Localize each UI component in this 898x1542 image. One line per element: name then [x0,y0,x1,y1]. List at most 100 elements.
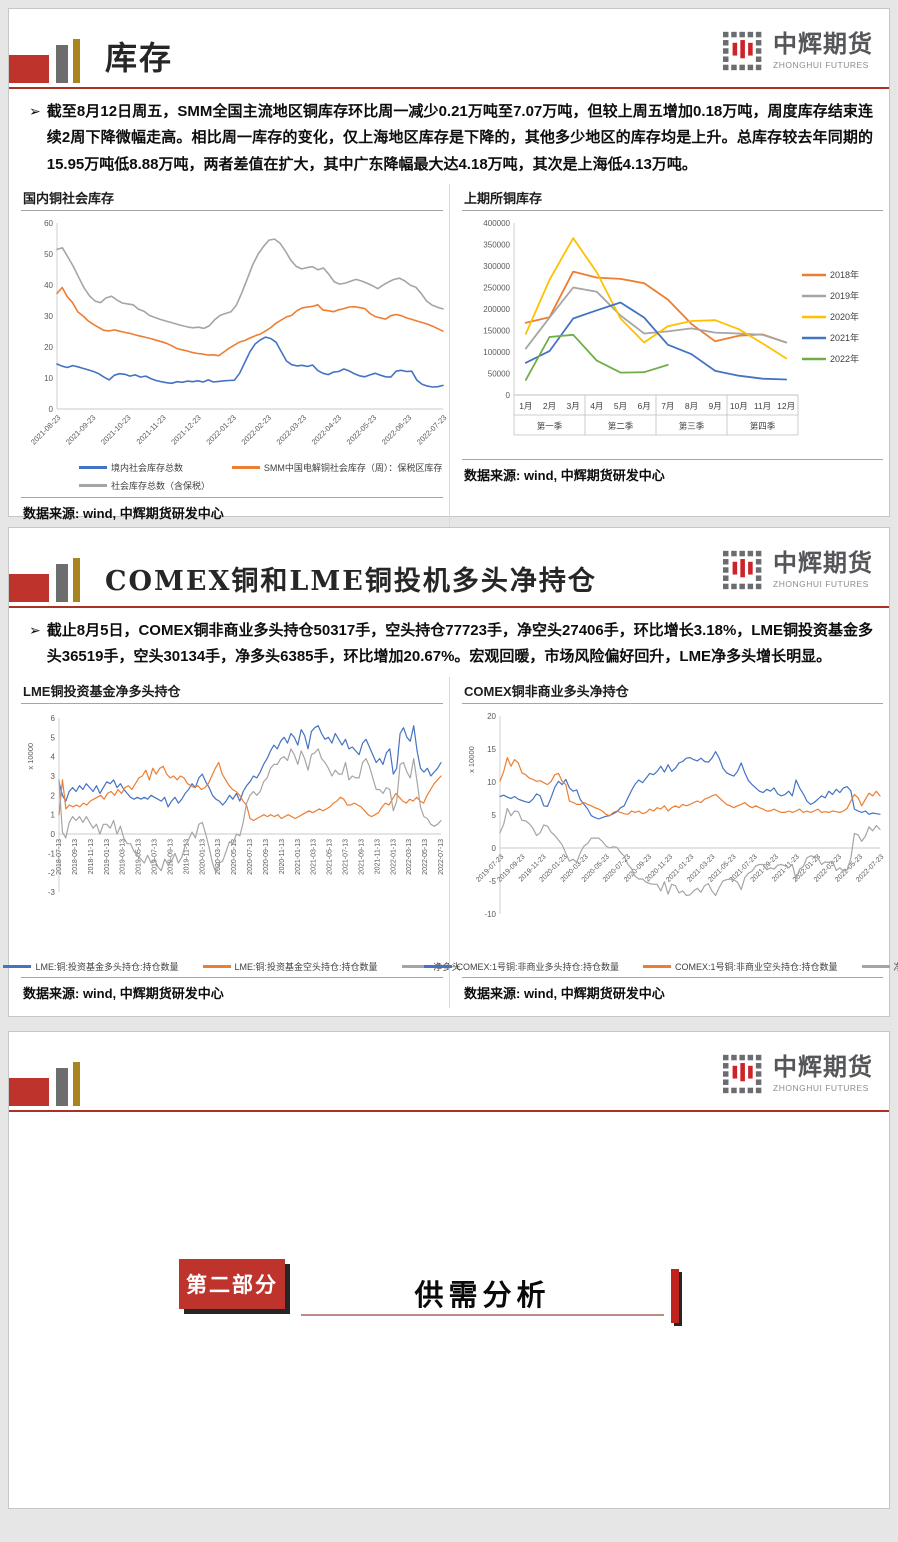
y-tick-label: -5 [489,877,497,886]
series-line-2018年 [524,270,788,344]
legend-label: SMM中国电解铜社会库存（周）：保税区库存 [263,462,443,473]
y-tick-label: 5 [51,733,56,742]
x-tick-label: 2022-05-13 [422,838,429,874]
section-title: 供需分析 [414,1278,551,1312]
x-tick-label: 2021-09-13 [358,838,365,874]
slide-section-divider: 中辉期货 ZHONGHUI FUTURES 第二部分 供需分析 [8,1031,890,1509]
y-tick-label: 0 [51,830,56,839]
decor-gray-bar [56,45,68,83]
x-tick-label: 2021-03-13 [311,838,318,874]
x-tick-label: 2020-11-13 [279,838,286,873]
summary-text: 截至8月12日周五，SMM全国主流地区铜库存环比周一减少0.21万吨至7.07万… [46,103,873,173]
y-tick-label: -3 [48,888,56,897]
x-month-label: 4月 [590,401,603,411]
legend-label: 净空头 [894,960,898,973]
line-chart-shfe-inventory: 0 50000 100000 150000 200000 250000 300000 3500… [483,219,859,436]
x-quarter-label: 第一季 [537,421,563,431]
data-source: 数据来源: wind, 中辉期货研发中心 [462,976,883,1008]
logo-text: 中辉期货 ZHONGHUI FUTURES [773,1053,873,1093]
legend-label: COMEX:1号铜:非商业空头持仓:持仓数量 [675,961,838,972]
y-tick-label: 0 [506,391,511,400]
legend-item: LME:铜:投资基金空头持仓:持仓数量 [202,960,378,973]
page-title: 库存 [105,39,174,77]
legend-swatch [861,964,890,968]
section-title-underline [301,1314,664,1316]
section-red-bar [671,1269,679,1323]
legend-item: COMEX:1号铜:非商业多头持仓:持仓数量 [424,960,619,973]
series-line-COMEX:1号铜:非商业空头持仓:持仓数量 [499,756,881,816]
logo-mark-icon [723,550,762,590]
header-decoration [9,39,80,83]
chart-panel-shfe-inventory: 上期所铜库存 0 50000 100000 150000 200000 250000 300… [449,183,889,528]
y-axis-unit: x 10000 [467,746,476,773]
legend-swatch [643,964,671,968]
chart-title: 上期所铜库存 [462,184,883,211]
legend-item: SMM中国电解铜社会库存（周）：保税区库存 [231,461,443,474]
series-line-社会库存总数（含保税） [56,238,444,329]
x-month-label: 9月 [709,401,722,411]
logo-en: ZHONGHUI FUTURES [773,578,869,589]
x-tick-label: 2022-03-13 [406,838,413,874]
x-tick-label: 2022-07-23 [415,413,448,446]
series-line-净空头 [499,807,881,896]
line-chart-lme-positions: -3 -2 -1 0 1 2 3 4 5 6 x 10000 2018-07-13 2018-09-13… [26,714,445,897]
y-tick-label: 4 [51,752,56,761]
logo-cn: 中辉期货 [773,1053,873,1081]
charts-row: 国内铜社会库存 0 10 20 30 40 50 60 2021-08-23 2021-09-2… [9,183,889,528]
series-line-2021年 [524,301,788,381]
logo-mark-icon [723,1054,762,1094]
y-tick-label: 10 [44,374,53,383]
chart-title: LME铜投资基金净多头持仓 [21,677,443,704]
x-tick-label: 2018-09-13 [72,838,79,874]
y-tick-label: -1 [48,849,56,858]
x-tick-label: 2021-11-13 [374,838,381,873]
x-tick-label: 2018-07-13 [56,838,63,874]
logo-en: ZHONGHUI FUTURES [773,1082,869,1093]
x-tick-label: 2021-09-23 [64,413,97,446]
legend-item: COMEX:1号铜:非商业空头持仓:持仓数量 [643,960,838,973]
y-tick-label: 300000 [483,262,510,271]
x-month-label: 5月 [614,401,627,411]
series-line-LME:铜:投资基金多头持仓:持仓数量 [58,724,442,808]
legend-label: 2019年 [830,290,859,301]
summary-paragraph: ➢ 截止8月5日，COMEX铜非商业多头持仓50317手，空头持仓77723手，… [9,608,889,673]
legend-label: 2018年 [830,269,859,280]
x-tick-label: 2022-03-23 [275,413,308,446]
x-month-label: 10月 [730,401,748,411]
y-tick-label: -2 [48,868,56,877]
decor-gold-bar [73,558,80,602]
x-tick-label: 2022-02-23 [239,413,272,446]
x-tick-label: 2021-11-23 [135,413,168,446]
data-source: 数据来源: wind, 中辉期货研发中心 [21,976,443,1008]
x-tick-label: 2019-01-13 [104,838,111,874]
y-tick-label: 6 [51,714,56,723]
decor-gray-bar [56,564,68,602]
y-tick-label: 40 [44,281,53,290]
summary-paragraph: ➢ 截至8月12日周五，SMM全国主流地区铜库存环比周一减少0.21万吨至7.0… [9,89,889,180]
series-line-2022年 [524,333,669,381]
y-tick-label: 0 [49,405,54,414]
y-tick-label: 350000 [483,240,510,249]
x-month-label: 8月 [685,401,698,411]
y-tick-label: 400000 [483,219,510,228]
legend-swatch [424,964,453,968]
charts-row: LME铜投资基金净多头持仓 -3 -2 -1 0 1 2 3 4 5 6 x 10000 2018-0… [3,676,898,1008]
y-tick-label: 5 [492,811,497,820]
summary-text: 截止8月5日，COMEX铜非商业多头持仓50317手，空头持仓77723手，净空… [46,622,873,666]
y-tick-label: 30 [44,312,53,321]
x-tick-label: 2022-07-13 [438,838,445,874]
chart-legend: COMEX:1号铜:非商业多头持仓:持仓数量 COMEX:1号铜:非商业空头持仓:… [424,958,898,977]
x-month-label: 1月 [519,401,532,411]
header-decoration [9,558,80,602]
logo-mark-icon [723,31,762,71]
x-month-label: 7月 [661,401,674,411]
x-tick-label: 2022-06-23 [380,413,413,446]
logo-cn: 中辉期货 [773,30,873,58]
x-tick-label: 2019-11-13 [183,838,190,873]
chart-title: 国内铜社会库存 [21,184,443,211]
x-tick-label: 2021-05-13 [327,838,334,874]
x-tick-label: 2019-03-13 [120,838,127,874]
legend-item: 境内社会库存总数 [79,461,232,474]
brand-logo: 中辉期货 ZHONGHUI FUTURES [723,31,873,71]
slide-header: 库存 中辉期货 ZHONGHUI FUTURES [9,9,889,89]
